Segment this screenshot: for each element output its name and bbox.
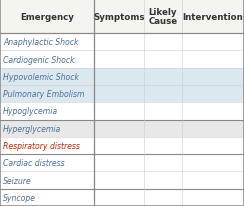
Bar xyxy=(0,137,244,154)
Text: Symptoms: Symptoms xyxy=(93,13,145,21)
Text: Seizure: Seizure xyxy=(3,176,31,185)
Bar xyxy=(0,51,244,68)
Bar xyxy=(0,86,244,103)
Bar xyxy=(0,34,244,51)
Bar xyxy=(0,120,244,137)
Text: Pulmonary Embolism: Pulmonary Embolism xyxy=(3,90,84,99)
Text: Hyperglycemia: Hyperglycemia xyxy=(3,124,61,133)
Text: Hypoglycemia: Hypoglycemia xyxy=(3,107,58,116)
Bar xyxy=(0,0,244,34)
Text: Emergency: Emergency xyxy=(20,13,74,21)
Bar xyxy=(0,154,244,172)
Bar xyxy=(0,172,244,189)
Bar xyxy=(0,68,244,86)
Text: Cardiogenic Shock: Cardiogenic Shock xyxy=(3,55,75,64)
Text: Intervention: Intervention xyxy=(183,13,243,21)
Text: Likely
Cause: Likely Cause xyxy=(148,8,177,26)
Bar xyxy=(0,103,244,120)
Text: Syncope: Syncope xyxy=(3,193,36,202)
Text: Respiratory distress: Respiratory distress xyxy=(3,141,80,150)
Bar xyxy=(0,189,244,206)
Text: Cardiac distress: Cardiac distress xyxy=(3,159,65,167)
Text: Hypovolemic Shock: Hypovolemic Shock xyxy=(3,73,79,81)
Text: Anaphylactic Shock: Anaphylactic Shock xyxy=(3,38,78,47)
